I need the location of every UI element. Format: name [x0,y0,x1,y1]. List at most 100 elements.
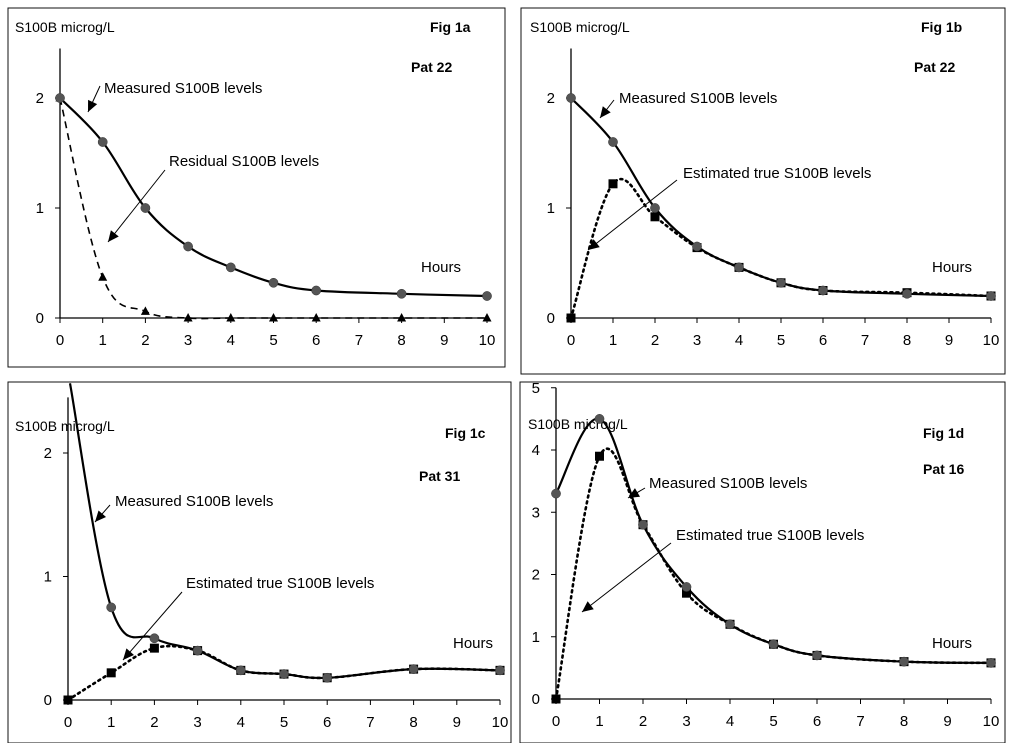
estimated-point [106,668,116,678]
y-axis-label: S100B microg/L [530,19,630,35]
residual-point [311,313,321,322]
y-tick-label: 1 [532,629,540,646]
figure-title: Fig 1c [445,425,486,441]
measured-point [225,262,236,273]
measured-point [650,203,660,213]
measured-point [608,137,618,147]
x-tick-label: 8 [409,714,417,731]
patient-label: Pat 16 [923,461,964,477]
y-tick-label: 2 [547,90,555,107]
estimated-point [149,643,159,653]
measured-point [97,137,108,147]
estimated-point [566,313,576,323]
x-tick-label: 4 [227,332,235,349]
annotation-arrow-head [582,601,594,612]
measured-point [495,665,505,676]
x-tick-label: 6 [819,332,827,349]
figure-title: Fig 1b [921,19,962,35]
chart-panel-4: S100B microg/L Fig 1d Pat 16 Hours 0 1 2 3 4 5 6 7 8… [519,380,1006,743]
annotation-arrow-line [581,542,672,613]
annotation-arrow-head [88,99,98,112]
measured-point [55,93,65,103]
y-tick-label: 2 [36,90,44,107]
panel-frame [7,381,512,743]
measured-series-line [68,383,501,680]
annotation-arrow-head [628,488,641,498]
x-tick-label: 0 [56,332,64,349]
estimated-point [682,588,691,598]
series-annotation: Estimated true S100B levels [186,575,374,592]
x-tick-label: 7 [366,714,374,731]
measured-point [986,291,996,301]
x-tick-label: 0 [552,713,560,730]
measured-point [482,291,492,301]
x-tick-label: 8 [397,332,405,349]
y-tick-label: 2 [44,445,52,462]
figure-title: Fig 1a [430,19,471,35]
measured-point [235,665,246,676]
x-tick-label: 6 [312,332,320,349]
x-tick-label: 0 [64,714,72,731]
x-tick-label: 5 [280,714,288,731]
measured-point [140,203,151,213]
series-annotation: Residual S100B levels [169,153,319,170]
measured-point [768,639,779,650]
measured-point [408,664,419,674]
y-tick-label: 0 [44,692,52,709]
annotation-arrow-head [600,106,611,118]
y-tick-label: 3 [532,504,540,521]
x-tick-label: 9 [440,332,448,349]
x-tick-label: 9 [453,714,461,731]
series-annotation: Measured S100B levels [649,475,807,492]
estimated-series-line [554,447,993,701]
figure-title: Fig 1d [923,425,964,441]
measured-point [681,582,692,592]
series-annotation: Measured S100B levels [104,80,262,97]
y-tick-label: 0 [547,310,555,327]
panel-frame [519,381,1006,743]
residual-point [269,313,278,322]
y-tick-label: 0 [36,310,44,327]
annotation-arrow-head [95,510,107,522]
measured-point [106,602,117,613]
x-tick-label: 2 [150,714,158,731]
measured-point [192,645,203,656]
measured-point [725,619,735,630]
residual-point [140,306,150,315]
x-tick-label: 4 [237,714,245,731]
panel-frame [7,7,506,368]
panel-frame [520,7,1006,375]
x-tick-label: 7 [856,713,864,730]
measured-point [986,658,996,668]
measured-point [311,285,322,296]
residual-point [183,313,193,322]
x-tick-label: 7 [861,332,869,349]
estimated-point [595,451,604,461]
x-tick-label: 8 [903,332,911,349]
measured-point [396,288,407,299]
measured-point [279,669,289,679]
x-tick-label: 2 [639,713,647,730]
y-tick-label: 1 [36,200,44,217]
y-axis-label: S100B microg/L [15,19,115,35]
series-annotation: Measured S100B levels [619,90,777,107]
measured-point [551,488,561,499]
measured-point [638,519,648,530]
chart-panel-3: S100B microg/L Fig 1c Pat 31 Hours 0 1 2 3 4 5 6 7 8… [7,381,512,743]
x-tick-label: 8 [900,713,908,730]
y-axis-label: S100B microg/L [15,418,115,434]
x-tick-label: 1 [609,332,617,349]
estimated-point [551,694,561,704]
x-tick-label: 1 [99,332,107,349]
measured-point [566,93,576,103]
residual-point [482,313,492,322]
x-tick-label: 7 [355,332,363,349]
y-tick-label: 1 [44,569,52,586]
x-tick-label: 9 [945,332,953,349]
x-tick-label: 3 [682,713,690,730]
measured-point [692,241,702,252]
estimated-point [63,695,73,705]
annotation-arrow-head [108,230,119,242]
y-tick-label: 4 [532,442,540,459]
